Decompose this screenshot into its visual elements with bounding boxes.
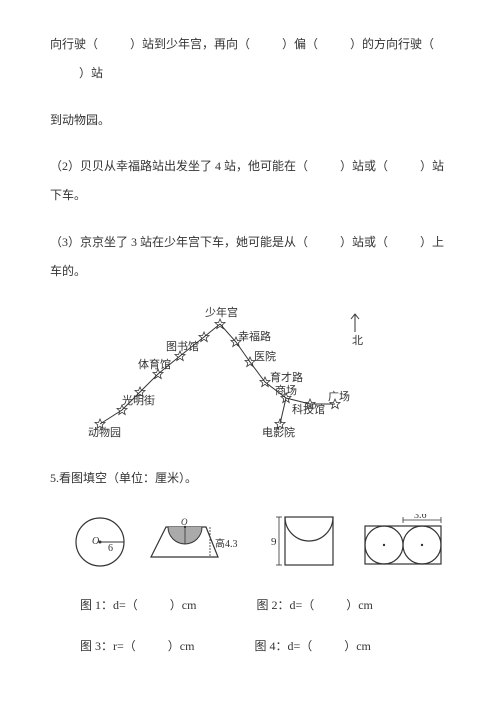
q3-line: （3）京京坐了 3 站在少年宫下车，她可能是从（ ）站或（ ）上车的。	[50, 228, 450, 286]
answer-row-2: 图 3：r=（ ）cm 图 4：d=（ ）cm	[80, 632, 450, 661]
answer-1: 图 1：d=（ ）cm	[80, 591, 196, 620]
north-arrow-icon: 北	[351, 314, 363, 347]
fig1-o: O	[92, 536, 99, 547]
node-guangchang: 广场	[328, 389, 350, 403]
answer-row-1: 图 1：d=（ ）cm 图 2：d=（ ）cm	[80, 591, 450, 620]
north-label: 北	[352, 334, 363, 347]
a4-suf: ）cm	[344, 639, 371, 653]
a3-pre: 图 3：r=（	[80, 639, 136, 653]
q1-text-a: 向行驶（	[50, 37, 98, 51]
fig4-svg: 3.6	[361, 514, 445, 570]
node-shangchang: 商场	[275, 383, 297, 397]
node-dianyingyuan: 电影院	[262, 425, 295, 439]
fig3-side: 9	[271, 536, 277, 548]
fig2-height: 高4.3	[215, 537, 238, 550]
fig2-o: O	[181, 517, 188, 527]
node-tiyuguan: 体育馆	[138, 357, 171, 371]
q1-line2: 到动物园。	[50, 106, 450, 135]
fig1-svg: O 6	[70, 512, 130, 572]
q5-title: 5.看图填空（单位：厘米）。	[50, 464, 450, 493]
q1-text-b: ）站到少年宫，再向（	[130, 37, 250, 51]
answer-4: 图 4：d=（ ）cm	[254, 632, 370, 661]
a1-pre: 图 1：d=（	[80, 598, 138, 612]
node-yucailu: 育才路	[270, 370, 303, 384]
a4-pre: 图 4：d=（	[254, 639, 312, 653]
figures-row: O 6 O 高4.3 9 3.6	[70, 511, 450, 573]
a2-pre: 图 2：d=（	[256, 598, 314, 612]
node-yiyuan: 医院	[254, 349, 276, 363]
a1-suf: ）cm	[170, 598, 197, 612]
q3-mid: ）站或（	[340, 235, 388, 249]
q2-line: （2）贝贝从幸福路站出发坐了 4 站，他可能在（ ）站或（ ）站下车。	[50, 152, 450, 210]
a2-suf: ）cm	[346, 598, 373, 612]
node-guangmingjie: 光明街	[122, 393, 155, 407]
fig2-svg: O 高4.3	[148, 515, 253, 570]
fig1-radius: 6	[108, 543, 113, 554]
node-dongwuyuan: 动物园	[88, 425, 121, 439]
a3-suf: ）cm	[168, 639, 195, 653]
answer-2: 图 2：d=（ ）cm	[256, 591, 372, 620]
q2-pre: （2）贝贝从幸福路站出发坐了 4 站，他可能在（	[50, 159, 308, 173]
node-shaoniangong: 少年宫	[205, 305, 238, 319]
q1-text-c: ）偏（	[282, 37, 318, 51]
q1-text-e: ）站	[79, 66, 103, 80]
fig4-top: 3.6	[414, 514, 427, 521]
q3-pre: （3）京京坐了 3 站在少年宫下车，她可能是从（	[50, 235, 308, 249]
q1-line1: 向行驶（ ）站到少年宫，再向（ ）偏（ ）的方向行驶（ ）站	[50, 30, 450, 88]
map-svg: 北 少年宫 幸福路 图书馆 体育馆 医院	[80, 304, 380, 439]
node-tushuguan: 图书馆	[166, 339, 199, 353]
node-xingfulu: 幸福路	[238, 329, 271, 343]
fig3-svg: 9	[271, 511, 343, 573]
q1-line2-text: 到动物园。	[50, 113, 110, 127]
map-diagram: 北 少年宫 幸福路 图书馆 体育馆 医院	[80, 304, 450, 450]
q2-mid: ）站或（	[340, 159, 388, 173]
q1-text-d: ）的方向行驶（	[350, 37, 434, 51]
node-kejiguan: 科技馆	[292, 402, 325, 416]
answer-3: 图 3：r=（ ）cm	[80, 632, 194, 661]
